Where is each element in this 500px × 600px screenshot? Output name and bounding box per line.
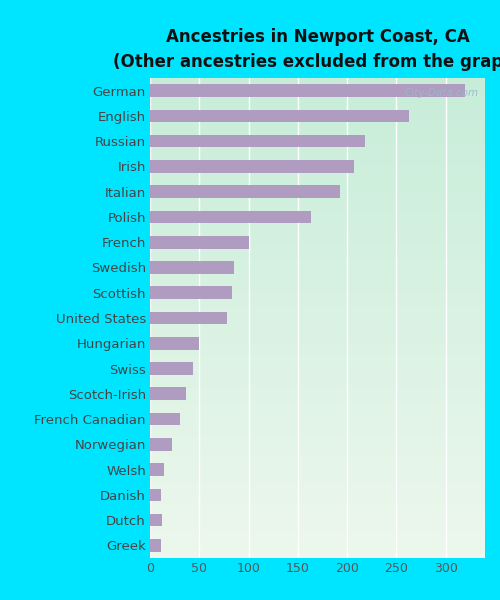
Bar	[150, 160, 354, 173]
Bar	[150, 286, 232, 299]
Bar	[150, 388, 186, 400]
Bar	[150, 110, 409, 122]
Bar	[150, 337, 200, 350]
Title: Ancestries in Newport Coast, CA
(Other ancestries excluded from the graph): Ancestries in Newport Coast, CA (Other a…	[113, 28, 500, 71]
Bar	[150, 211, 310, 223]
Bar	[150, 438, 172, 451]
Bar	[150, 463, 164, 476]
Bar	[150, 311, 227, 325]
Bar	[150, 261, 234, 274]
Bar	[150, 236, 248, 248]
Bar	[150, 362, 194, 375]
Bar	[150, 539, 161, 551]
Bar	[150, 488, 161, 501]
Text: City-Data.com: City-Data.com	[404, 88, 478, 98]
Bar	[150, 85, 466, 97]
Bar	[150, 135, 365, 148]
Bar	[150, 413, 180, 425]
Bar	[150, 185, 340, 198]
Bar	[150, 514, 162, 526]
